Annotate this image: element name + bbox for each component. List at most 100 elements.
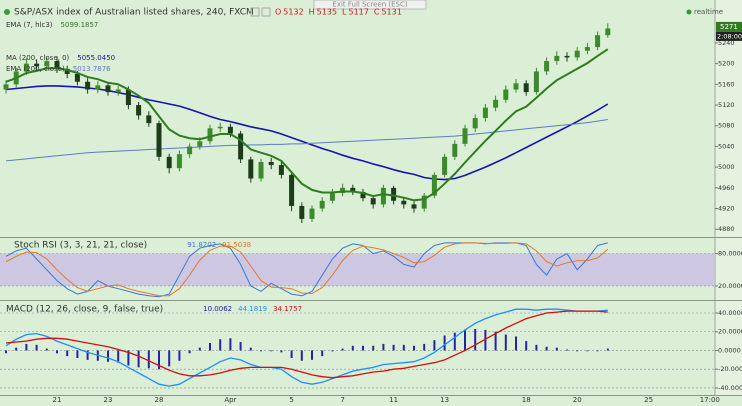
legend-name: MA (200, close, 0) <box>6 54 70 62</box>
histogram-bar <box>107 350 109 362</box>
band <box>0 253 715 286</box>
ohlc-label: C <box>374 8 380 17</box>
realtime: realtime <box>694 8 723 16</box>
candle-body <box>493 99 499 108</box>
histogram-bar <box>566 349 568 351</box>
histogram-bar <box>504 334 507 351</box>
candle-body <box>268 161 274 166</box>
y-tick-label: -20.0000 <box>718 365 742 373</box>
histogram-bar <box>474 328 477 351</box>
histogram-bar <box>300 350 303 361</box>
histogram-bar <box>555 347 558 351</box>
histogram-bar <box>56 350 58 354</box>
candle-body <box>309 208 315 219</box>
candle-body <box>391 187 397 201</box>
histogram-bar <box>35 344 38 351</box>
x-tick-label: 21 <box>53 396 62 404</box>
candle-body <box>299 205 305 219</box>
candle-body <box>23 63 29 72</box>
histogram-bar <box>535 344 538 351</box>
icon[interactable] <box>261 7 271 17</box>
candle-body <box>217 126 223 129</box>
pane-icons <box>250 7 271 17</box>
histogram-bar <box>260 350 262 352</box>
y-tick-label: 5200 <box>718 60 735 68</box>
countdown: 2:08:00 <box>717 32 742 40</box>
exit-fullscreen[interactable]: Exit Full Screen (ESC) <box>332 1 407 9</box>
histogram-bar <box>127 350 130 366</box>
histogram-bar <box>331 350 334 352</box>
histogram-bar <box>249 347 252 351</box>
stoch-title: Stoch RSI (3, 3, 21, 21, close) <box>14 241 147 251</box>
candle-body <box>34 63 40 67</box>
candle-body <box>278 165 284 175</box>
histogram-bar <box>586 350 589 352</box>
last-price: 5271 <box>720 23 738 31</box>
candle-body <box>380 187 386 205</box>
candle-body <box>523 83 529 93</box>
x-tick-label: 23 <box>104 396 113 404</box>
histogram-bar <box>137 350 140 368</box>
candle-body <box>544 61 550 72</box>
candle-body <box>442 156 448 175</box>
y-tick-label: 5000 <box>718 163 735 171</box>
candle-body <box>340 187 346 194</box>
histogram-bar <box>198 347 201 351</box>
histogram-bar <box>86 350 89 360</box>
candle-body <box>431 174 437 196</box>
histogram-bar <box>280 350 283 353</box>
candle-body <box>258 161 264 179</box>
ohlc-value: 5131 <box>381 8 401 17</box>
visibility-icon[interactable] <box>4 9 10 15</box>
price-axis-area <box>715 0 742 395</box>
candle-body <box>248 159 254 179</box>
histogram-bar <box>188 350 191 354</box>
histogram-bar <box>321 350 324 357</box>
x-tick-label: 13 <box>440 396 449 404</box>
candle-body <box>125 89 131 106</box>
histogram-bar <box>117 350 120 363</box>
histogram-bar <box>239 342 242 351</box>
candle-body <box>64 68 70 74</box>
legend-name: EMA (7, hlc3) <box>6 21 53 29</box>
indicator-line <box>5 119 608 162</box>
histogram-bar <box>402 344 405 351</box>
candle-body <box>360 191 366 199</box>
y-tick-label: 4880 <box>718 225 735 233</box>
legend-value: 44.1819 <box>238 305 267 313</box>
x-tick-label: 28 <box>155 396 164 404</box>
countdown-tag <box>716 31 742 41</box>
candle-body <box>564 55 570 58</box>
histogram-bar <box>15 347 18 351</box>
x-tick-label: 20 <box>573 396 582 404</box>
candle-body <box>574 50 580 58</box>
price-tag <box>716 21 742 32</box>
legend-value: 10.0062 <box>203 305 232 313</box>
indicator-line <box>5 48 609 202</box>
histogram-bar <box>209 342 211 351</box>
legend-value: 91.8202 <box>187 241 216 249</box>
histogram-bar <box>423 343 426 351</box>
status-dot <box>686 9 692 15</box>
candle-body <box>115 89 121 93</box>
legend-value: 34.1757 <box>273 305 302 313</box>
candle-body <box>411 204 417 209</box>
y-tick-label: 4920 <box>718 205 735 213</box>
indicator-line <box>5 242 609 297</box>
candle-body <box>319 200 325 209</box>
exit-fullscreen-button[interactable] <box>313 0 427 10</box>
y-tick-label: 5080 <box>718 122 735 130</box>
candle-body <box>197 141 203 147</box>
histogram-bar <box>341 348 344 351</box>
histogram-bar <box>453 332 456 351</box>
legend-value: 5013.7876 <box>73 65 111 73</box>
x-tick-label: 25 <box>644 396 653 404</box>
histogram-bar <box>596 350 599 352</box>
candle-body <box>166 156 172 169</box>
icon[interactable] <box>250 7 260 17</box>
y-tick-label: 5120 <box>718 101 735 109</box>
histogram-bar <box>5 350 7 354</box>
indicator-line <box>5 310 608 379</box>
candle-body <box>605 28 611 36</box>
x-tick-label: 7 <box>340 396 344 404</box>
